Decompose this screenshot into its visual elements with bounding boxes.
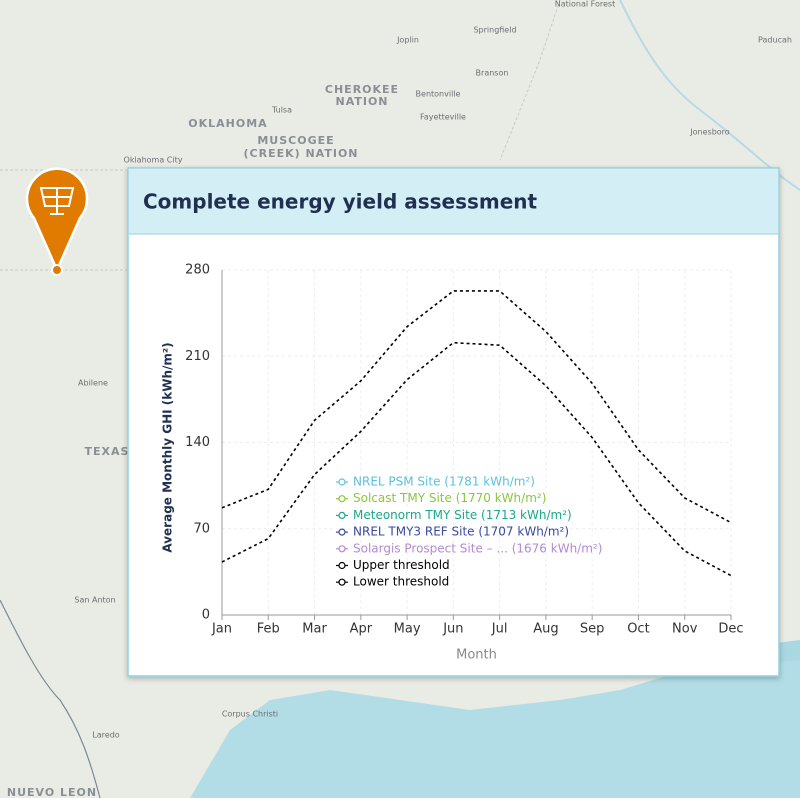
map-label: Oklahoma City [124,156,183,165]
map-labels: National Forest Springfield Joplin Paducah B… [7,0,792,798]
map-label: Bentonville [416,90,461,99]
legend-swatch [338,528,346,536]
x-tick-label: Jan [211,622,232,637]
card-title: Complete energy yield assessment [143,190,538,214]
x-tick-label: Mar [302,622,327,637]
y-axis-label: Average Monthly GHI (kWh/m²) [161,342,175,552]
x-tick-label: Apr [350,622,373,637]
map-label: Jonesboro [689,128,730,137]
x-tick-label: Jun [442,622,463,637]
map-label: Paducah [758,36,792,45]
legend-entry: Meteonorm TMY Site (1713 kWh/m²) [353,508,572,522]
x-tick-label: Sep [580,622,605,637]
map-label: Tulsa [271,106,292,115]
map-label: San Anton [74,596,115,605]
map-label: Laredo [92,731,119,740]
legend-entry: Solargis Prospect Site – ... (1676 kWh/m… [353,541,602,555]
x-tick-label: Oct [627,622,649,637]
x-tick-label: Jul [491,622,508,637]
y-tick-label: 0 [202,608,210,623]
legend-entry: NREL PSM Site (1781 kWh/m²) [353,475,535,489]
map-label: CHEROKEE [325,83,399,96]
x-axis-label: Month [456,648,497,663]
map-label: Corpus Christi [222,710,278,719]
legend-swatch [338,545,346,553]
solar-icon [39,187,75,215]
map-label: Springfield [473,26,516,35]
x-tick-label: Aug [533,622,558,637]
map-label: TEXAS [85,445,130,458]
map-label: Abilene [78,379,108,388]
map-label: NATION [335,95,388,108]
map-label: OKLAHOMA [188,117,267,130]
map-label: Fayetteville [420,113,466,122]
y-tick-label: 140 [185,435,210,450]
map-label: Joplin [396,36,419,45]
gulf-water [190,660,800,798]
legend-entry: Upper threshold [353,558,450,572]
legend-entry: NREL TMY3 REF Site (1707 kWh/m²) [353,525,569,539]
y-tick-label: 280 [185,263,210,278]
x-tick-label: May [394,622,421,637]
map-label: Branson [476,69,509,78]
map-label: (CREEK) NATION [244,147,359,160]
x-tick-label: Dec [718,622,743,637]
legend-swatch [338,495,346,503]
legend-swatch [338,561,346,570]
map-label: NUEVO LEON [7,786,97,798]
legend-swatch [338,511,346,520]
y-tick-label: 70 [193,521,210,536]
border-river [0,599,101,798]
site-pin[interactable] [25,167,89,276]
legend-swatch [338,478,346,486]
chart: 0 70 140 210 280 Jan Feb Mar Apr May Jun Jul Aug Sep O… [161,263,744,663]
map-label: National Forest [555,0,615,9]
map-label: MUSCOGEE [257,134,334,147]
legend-entry: Lower threshold [353,575,449,589]
pin-dot [51,264,63,276]
y-tick-label: 210 [185,349,210,364]
x-tick-label: Nov [672,622,698,637]
legend-swatch [338,578,346,586]
card-header [129,169,778,234]
x-tick-label: Feb [257,622,280,637]
legend-entry: Solcast TMY Site (1770 kWh/m²) [353,491,546,505]
